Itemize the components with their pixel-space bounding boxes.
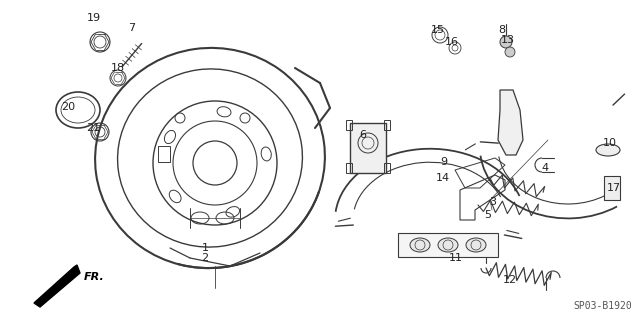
Ellipse shape bbox=[466, 238, 486, 252]
Text: 17: 17 bbox=[607, 183, 621, 193]
Text: 3: 3 bbox=[490, 197, 497, 207]
Text: 20: 20 bbox=[61, 102, 75, 112]
Text: 4: 4 bbox=[541, 163, 548, 173]
Text: 5: 5 bbox=[484, 210, 492, 220]
Bar bbox=[398, 233, 498, 257]
Text: 6: 6 bbox=[360, 130, 367, 140]
Text: 21: 21 bbox=[86, 123, 100, 133]
Text: 14: 14 bbox=[436, 173, 450, 183]
Bar bbox=[604, 176, 620, 200]
Polygon shape bbox=[498, 90, 523, 155]
Polygon shape bbox=[34, 265, 80, 307]
Text: 12: 12 bbox=[503, 275, 517, 285]
Circle shape bbox=[500, 36, 512, 48]
Text: 16: 16 bbox=[445, 37, 459, 47]
Text: 1: 1 bbox=[202, 243, 209, 253]
Text: 19: 19 bbox=[87, 13, 101, 23]
Text: 11: 11 bbox=[449, 253, 463, 263]
Text: 8: 8 bbox=[499, 25, 506, 35]
Text: 10: 10 bbox=[603, 138, 617, 148]
Ellipse shape bbox=[438, 238, 458, 252]
Bar bbox=[350, 123, 386, 173]
Text: 9: 9 bbox=[440, 157, 447, 167]
Bar bbox=[158, 146, 170, 162]
Bar bbox=[384, 163, 390, 173]
Text: FR.: FR. bbox=[84, 272, 105, 282]
Bar bbox=[346, 120, 352, 130]
Text: 15: 15 bbox=[431, 25, 445, 35]
Text: 18: 18 bbox=[111, 63, 125, 73]
Text: 13: 13 bbox=[501, 35, 515, 45]
Ellipse shape bbox=[596, 144, 620, 156]
Text: SP03-B1920: SP03-B1920 bbox=[573, 301, 632, 311]
Circle shape bbox=[505, 47, 515, 57]
Text: 2: 2 bbox=[202, 253, 209, 263]
Text: 7: 7 bbox=[129, 23, 136, 33]
Bar bbox=[384, 120, 390, 130]
Bar bbox=[346, 163, 352, 173]
Ellipse shape bbox=[410, 238, 430, 252]
